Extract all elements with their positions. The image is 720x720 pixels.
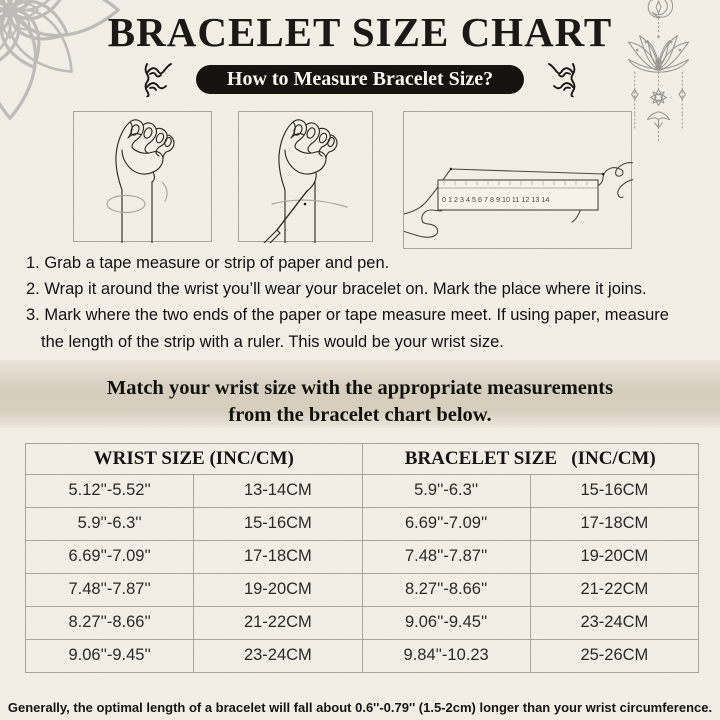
svg-text:0 1 2 3 4 5 6 7 8 9 10 11 12 1: 0 1 2 3 4 5 6 7 8 9 10 11 12 13 14 xyxy=(442,195,549,204)
